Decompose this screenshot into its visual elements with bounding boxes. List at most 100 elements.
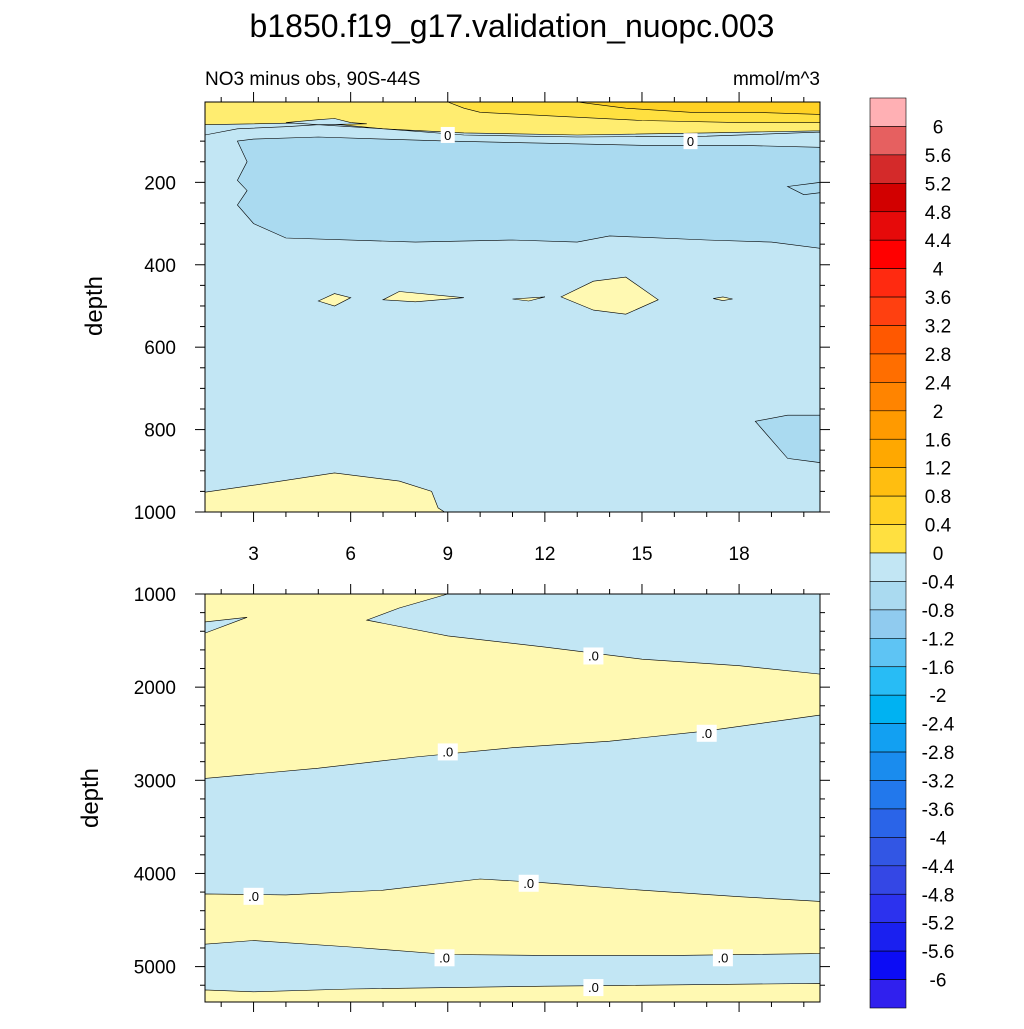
contour-label-box	[583, 647, 604, 665]
y-tick-label: 200	[144, 173, 176, 194]
colorbar-swatch	[869, 97, 907, 127]
colorbar-tick-label: 0.8	[925, 487, 951, 508]
colorbar-tick-label: -6	[930, 971, 947, 992]
colorbar-tick-label: -2.4	[922, 715, 955, 736]
contour-label-box	[243, 887, 264, 905]
contour-label-box	[440, 126, 455, 143]
colorbar-tick-label: 5.2	[925, 174, 951, 195]
colorbar-swatch	[869, 723, 907, 753]
colorbar: 6 5.6 5.2 4.8 4.4 4 3.6 3.2 2.8 2.4 2 1.6 1.2 0.8 0.4 0…	[869, 97, 955, 1009]
contour-label-box	[437, 743, 458, 761]
x-tick-label: 15	[631, 544, 652, 565]
colorbar-swatch	[869, 268, 907, 298]
contour-label: .0	[442, 744, 453, 759]
colorbar-swatch	[869, 638, 907, 668]
contour-label-box	[696, 724, 717, 742]
colorbar-swatch	[869, 780, 907, 810]
colorbar-tick-label: -4	[930, 828, 947, 849]
colorbar-swatch	[869, 382, 907, 412]
chart-units: mmol/m^3	[733, 69, 820, 90]
colorbar-tick-label: 3.2	[925, 317, 951, 338]
colorbar-swatch	[869, 581, 907, 611]
upper-contour-region	[285, 118, 367, 126]
x-tick-label: 12	[534, 544, 555, 565]
colorbar-swatch	[869, 552, 907, 582]
colorbar-swatch	[869, 410, 907, 440]
y-tick-label: 4000	[134, 864, 176, 885]
colorbar-tick-label: -3.2	[922, 772, 955, 793]
colorbar-swatch	[869, 922, 907, 952]
colorbar-tick-label: -5.2	[922, 914, 955, 935]
y-tick-label: 600	[144, 338, 176, 359]
colorbar-tick-label: 5.6	[925, 146, 951, 167]
contour-label-box	[683, 133, 698, 150]
lower-panel: .0 .0 .0 .0 .0 .0 .0 .0 1000 2000 3000 4000 5000 de…	[77, 584, 830, 1012]
colorbar-tick-label: -4.8	[922, 885, 955, 906]
colorbar-swatch	[869, 609, 907, 639]
contour-label: .0	[701, 726, 712, 741]
colorbar-tick-label: 2.4	[925, 373, 952, 394]
contour-label: .0	[717, 950, 728, 965]
colorbar-tick-label: 4.8	[925, 203, 951, 224]
colorbar-swatch	[869, 154, 907, 184]
colorbar-swatch	[869, 893, 907, 923]
y-tick-label: 5000	[134, 958, 176, 979]
colorbar-tick-label: -2.8	[922, 743, 955, 764]
colorbar-tick-label: 0.4	[925, 516, 952, 537]
y-tick-label: 800	[144, 421, 176, 442]
colorbar-swatch	[869, 438, 907, 468]
contour-label: 0	[444, 128, 451, 143]
y-tick-label: 400	[144, 256, 176, 277]
colorbar-swatch	[869, 524, 907, 554]
lower-axes: 1000 2000 3000 4000 5000	[134, 584, 830, 1012]
y-tick-label: 2000	[134, 678, 176, 699]
colorbar-swatch	[869, 979, 907, 1009]
colorbar-swatch	[869, 950, 907, 980]
x-tick-label: 18	[729, 544, 750, 565]
colorbar-swatch	[869, 837, 907, 867]
upper-contour-region	[236, 136, 821, 249]
y-tick-label: 3000	[134, 771, 176, 792]
colorbar-swatch	[869, 666, 907, 696]
colorbar-swatch	[869, 211, 907, 241]
y-tick-label: 1000	[134, 585, 176, 606]
chart-title: b1850.f19_g17.validation_nuopc.003	[250, 8, 775, 44]
colorbar-tick-label: -2	[930, 686, 947, 707]
colorbar-tick-label: 0	[933, 544, 944, 565]
colorbar-swatch	[869, 296, 907, 326]
colorbar-tick-label: 6	[933, 117, 944, 138]
contour-label: .0	[588, 980, 599, 995]
upper-contour-region	[560, 276, 659, 315]
x-tick-label: 6	[345, 544, 356, 565]
colorbar-swatch	[869, 808, 907, 838]
contour-label: .0	[523, 876, 534, 891]
contour-label-box	[434, 949, 455, 967]
y-tick-label: 1000	[134, 503, 176, 524]
contour-label: .0	[588, 648, 599, 663]
contour-label-box	[712, 949, 733, 967]
contour-label: .0	[439, 950, 450, 965]
upper-contour-region	[317, 293, 352, 307]
upper-contour-region	[381, 291, 464, 303]
colorbar-swatch	[869, 467, 907, 497]
colorbar-tick-label: 2.8	[925, 345, 951, 366]
contour-label: .0	[248, 889, 259, 904]
upper-contour-region	[713, 296, 733, 301]
colorbar-swatch	[869, 865, 907, 895]
colorbar-swatch	[869, 239, 907, 269]
colorbar-swatch	[869, 495, 907, 525]
colorbar-swatch	[869, 353, 907, 383]
x-tick-label: 3	[248, 544, 259, 565]
colorbar-swatch	[869, 126, 907, 156]
colorbar-tick-label: -5.6	[922, 942, 955, 963]
colorbar-tick-label: -3.6	[922, 800, 955, 821]
colorbar-tick-label: 1.2	[925, 459, 951, 480]
upper-axes: 3 6 9 12 15 18 200 400 600 800 1000	[134, 92, 830, 565]
upper-contour-region	[512, 296, 545, 302]
colorbar-tick-label: 4	[933, 260, 944, 281]
colorbar-swatch	[869, 183, 907, 213]
lower-contour-fill: .0 .0 .0 .0 .0 .0 .0 .0	[204, 593, 821, 1003]
colorbar-tick-label: 2	[933, 402, 944, 423]
